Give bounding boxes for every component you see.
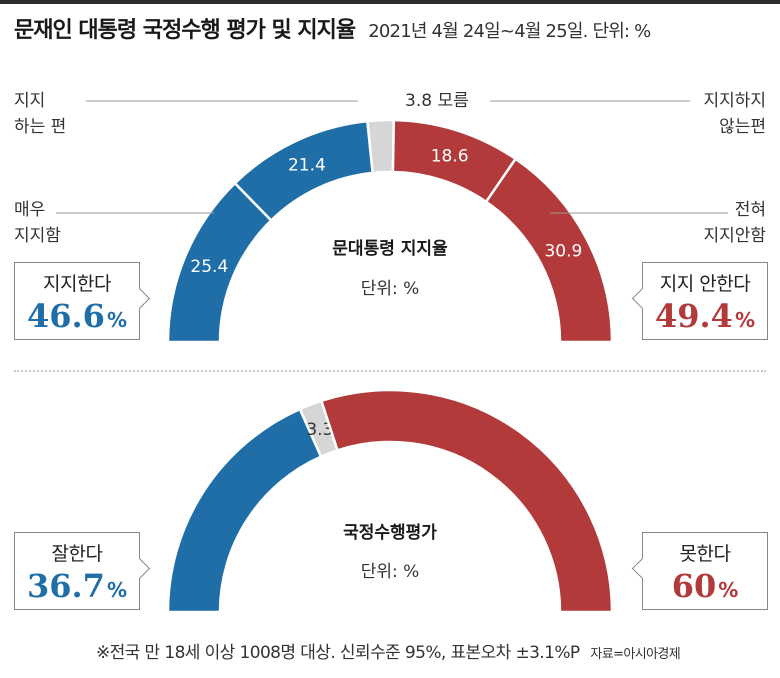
chart1-slice-value: 25.4 — [190, 257, 228, 277]
disapprove-summary-box: 지지 안한다 49.4% — [631, 262, 768, 340]
chart1-category-label: 하는 편 — [14, 117, 66, 137]
approve-summary-label: 지지한다 — [43, 273, 111, 295]
top-rule — [0, 0, 780, 4]
section-divider — [14, 370, 766, 372]
bad-summary-box: 못한다 60% — [631, 532, 768, 610]
page-subtitle: 2021년 4월 24일~4월 25일. 단위: % — [368, 21, 651, 42]
chart1-category-label: 지지하지 — [703, 91, 766, 111]
chart2-unit: 단위: % — [361, 562, 420, 582]
chart1-category-label: 매우 — [14, 200, 45, 220]
disapprove-summary-value: 49.4% — [655, 297, 755, 335]
chart-header: 문재인 대통령 국정수행 평가 및 지지율 2021년 4월 24일~4월 25… — [14, 12, 651, 44]
chart1-category-label: 3.8 모름 — [405, 91, 469, 111]
good-summary-box: 잘한다 36.7% — [14, 532, 151, 610]
chart1-category-label: 않는편 — [719, 117, 766, 137]
chart1-title: 문대통령 지지율 — [332, 238, 448, 259]
good-summary-label: 잘한다 — [51, 543, 103, 565]
chart2-slice — [166, 407, 323, 614]
chart1-slice — [366, 118, 396, 175]
chart2-title: 국정수행평가 — [343, 523, 437, 543]
approve-summary-value: 46.6% — [27, 297, 127, 335]
disapprove-summary-label: 지지 안한다 — [659, 273, 751, 295]
survey-note: ※전국 만 18세 이상 1008명 대상. 신뢰수준 95%, 표본오차 ±3… — [96, 643, 580, 663]
chart1-category-label: 지지안함 — [703, 226, 766, 246]
chart2-slice-value: 3.3 — [306, 420, 333, 440]
chart1-slice — [484, 157, 614, 344]
chart1-unit: 단위: % — [361, 279, 420, 299]
chart1-category-label: 전혀 — [735, 200, 766, 220]
footer-note: ※전국 만 18세 이상 1008명 대상. 신뢰수준 95%, 표본오차 ±3… — [96, 638, 681, 663]
chart1-category-label: 지지함 — [14, 226, 61, 246]
chart1-slice-value: 21.4 — [288, 155, 326, 175]
chart1-slice-value: 18.6 — [431, 146, 469, 166]
bad-summary-value: 60% — [671, 567, 739, 605]
chart1-category-label: 지지 — [14, 91, 45, 111]
approve-summary-box: 지지한다 46.6% — [14, 262, 151, 340]
page-title: 문재인 대통령 국정수행 평가 및 지지율 — [14, 18, 356, 43]
good-summary-value: 36.7% — [27, 567, 127, 605]
source-credit: 자료=아시아경제 — [590, 647, 681, 662]
chart2-slice — [319, 388, 614, 614]
bad-summary-label: 못한다 — [679, 543, 731, 565]
chart1-slice-value: 30.9 — [544, 242, 582, 262]
